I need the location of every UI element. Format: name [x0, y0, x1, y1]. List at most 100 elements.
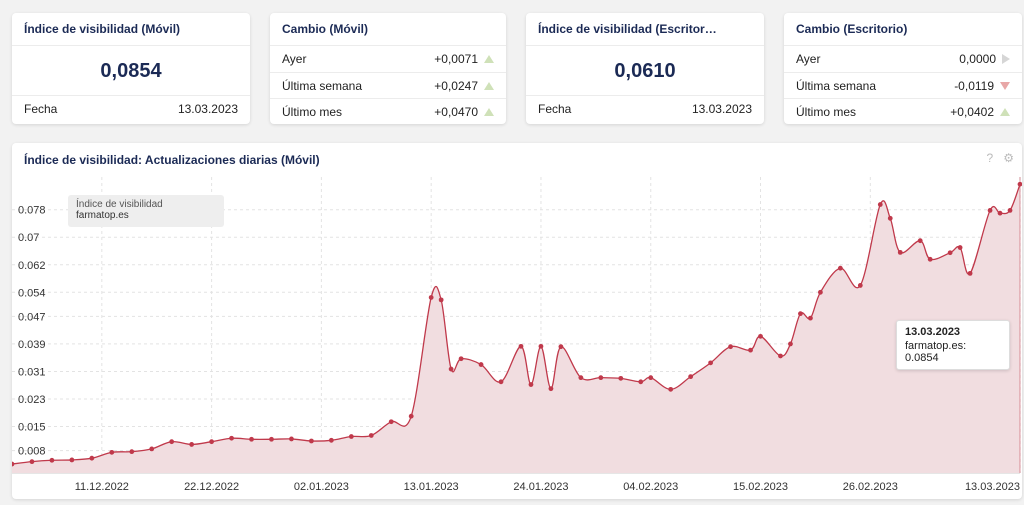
data-point [598, 375, 604, 381]
y-tick-label: 0.062 [18, 260, 46, 272]
data-point [877, 202, 883, 207]
data-point [957, 245, 963, 250]
desktop-change-row-month: Último mes +0,0402 [784, 98, 1022, 124]
mobile-date-value: 13.03.2023 [177, 102, 238, 116]
row-label: Última semana [282, 78, 363, 93]
data-point [618, 375, 624, 381]
data-point [728, 344, 733, 350]
y-tick-label: 0.07 [18, 232, 39, 244]
data-point [368, 433, 374, 438]
desktop-index-title: Índice de visibilidad (Escritor… [526, 13, 764, 46]
chart-title: Índice de visibilidad: Actualizaciones d… [24, 153, 320, 167]
y-tick-label: 0.039 [18, 339, 46, 351]
data-point [328, 437, 334, 443]
chart-tooltip: 13.03.2023 farmatop.es: 0.0854 [896, 320, 1010, 370]
chart-panel: Índice de visibilidad: Actualizaciones d… [12, 143, 1022, 499]
mobile-change-card: Cambio (Móvil) Ayer +0,0071 Última seman… [270, 13, 506, 124]
trend-up-icon [484, 55, 494, 63]
data-point [817, 289, 823, 295]
trend-neutral-icon [1002, 54, 1010, 64]
data-point [668, 386, 674, 392]
y-tick-label: 0.023 [18, 394, 46, 406]
x-axis-labels: 11.12.2022 22.12.2022 02.01.2023 13.01.2023… [75, 481, 1020, 493]
gear-icon[interactable]: ⚙ [1003, 151, 1014, 165]
row-value: 0,0000 [959, 52, 996, 66]
data-point [189, 442, 195, 447]
row-value: +0,0247 [434, 78, 478, 93]
x-tick-label: 24.01.2023 [513, 481, 568, 493]
row-label: Último mes [796, 104, 857, 119]
data-point [149, 446, 155, 452]
data-point [428, 295, 434, 300]
mobile-index-date-row: Fecha 13.03.2023 [12, 96, 250, 122]
y-axis-labels: 0.008 0.015 0.023 0.031 0.039 0.047 0.054 0.062… [18, 205, 46, 458]
data-point [837, 265, 843, 271]
mobile-index-value: 0,0854 [12, 46, 250, 96]
data-point [987, 207, 993, 213]
help-icon[interactable]: ? [986, 151, 994, 165]
mobile-change-row-month: Último mes +0,0470 [270, 98, 506, 124]
points-layer [12, 181, 1022, 467]
data-point [129, 449, 135, 455]
mobile-change-title: Cambio (Móvil) [270, 13, 506, 46]
data-point [438, 297, 444, 303]
trend-up-icon [484, 81, 494, 90]
desktop-index-date-row: Fecha 13.03.2023 [526, 96, 764, 122]
data-point [498, 379, 504, 385]
row-value: -0,0119 [954, 78, 994, 93]
x-tick-label: 13.01.2023 [404, 481, 459, 493]
desktop-date-label: Fecha [538, 102, 572, 116]
data-point [348, 434, 354, 439]
x-tick-label: 11.12.2022 [75, 481, 129, 493]
tooltip-date: 13.03.2023 [905, 326, 961, 338]
data-point [388, 419, 394, 425]
x-tick-label: 15.02.2023 [733, 481, 788, 493]
data-point [708, 360, 714, 366]
desktop-date-value: 13.03.2023 [691, 102, 752, 116]
data-point [109, 449, 115, 455]
data-point [548, 386, 554, 392]
data-point [289, 436, 294, 442]
data-point [897, 249, 903, 255]
data-point [778, 353, 783, 359]
data-point [528, 382, 534, 387]
data-point [89, 455, 95, 461]
data-point [458, 356, 464, 362]
data-point [269, 436, 274, 442]
data-point [788, 341, 793, 347]
x-tick-label: 22.12.2022 [184, 481, 239, 493]
data-point [169, 439, 175, 445]
desktop-index-value: 0,0610 [526, 46, 764, 96]
data-point [997, 210, 1003, 216]
data-point [967, 270, 973, 276]
data-point [538, 343, 544, 349]
y-tick-label: 0.054 [18, 287, 46, 299]
data-point [758, 333, 763, 339]
data-point [448, 366, 454, 372]
mobile-index-card: Índice de visibilidad (Móvil) 0,0854 Fec… [12, 13, 250, 124]
row-label: Ayer [282, 52, 307, 66]
x-tick-label: 02.01.2023 [294, 481, 349, 493]
row-value: +0,0071 [434, 52, 478, 66]
data-point [947, 250, 953, 256]
mobile-change-row-yesterday: Ayer +0,0071 [270, 46, 506, 72]
data-point [309, 438, 314, 444]
chart-legend: Índice de visibilidad farmatop.es [68, 195, 224, 227]
desktop-change-row-week: Última semana -0,0119 [784, 72, 1022, 98]
data-point [648, 375, 654, 381]
data-point [798, 311, 803, 317]
x-tick-label: 26.02.2023 [843, 481, 898, 493]
legend-label: Índice de visibilidad [76, 199, 163, 210]
data-point [748, 347, 753, 353]
trend-down-icon [1000, 81, 1010, 90]
mobile-index-title: Índice de visibilidad (Móvil) [12, 13, 250, 46]
trend-up-icon [484, 107, 494, 116]
desktop-change-card: Cambio (Escritorio) Ayer 0,0000 Última s… [784, 13, 1022, 124]
y-tick-label: 0.015 [18, 422, 46, 434]
mobile-change-row-week: Última semana +0,0247 [270, 72, 506, 98]
data-point [578, 375, 584, 381]
data-point [927, 256, 933, 262]
data-point [808, 315, 813, 321]
series-line [12, 183, 1021, 465]
data-point [69, 457, 75, 463]
